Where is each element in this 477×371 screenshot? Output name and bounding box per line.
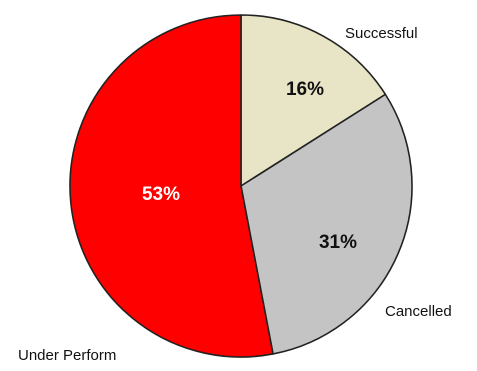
slice-value-label: 16%	[286, 79, 324, 100]
slices-layer	[69, 14, 413, 358]
slice-category-label: Successful	[345, 25, 418, 42]
pie-slice-under-perform	[69, 14, 274, 358]
slice-category-label: Cancelled	[385, 303, 452, 320]
labels-layer: 16% Successful 31% Cancelled 53% Under Perfor…	[18, 25, 452, 364]
slice-category-label: Under Perform	[18, 347, 116, 364]
slice-value-label: 31%	[319, 232, 357, 253]
pie-slice-cancelled	[240, 93, 413, 355]
slice-value-label: 53%	[142, 184, 180, 205]
pie-slice-successful	[240, 14, 387, 187]
